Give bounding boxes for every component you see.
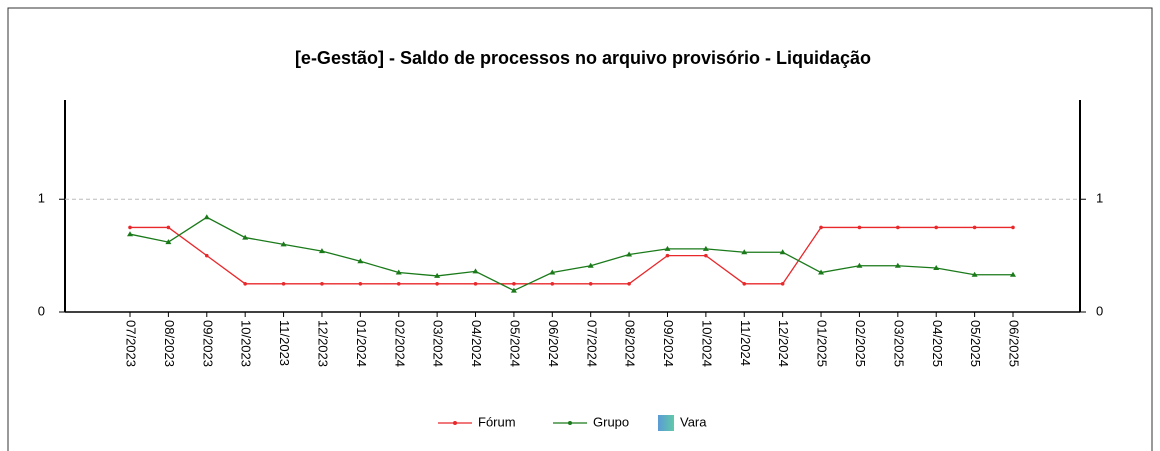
point [203, 214, 210, 220]
x-tick-label: 07/2023 [124, 320, 139, 367]
point [550, 282, 555, 286]
chart-title: [e-Gestão] - Saldo de processos no arqui… [295, 48, 871, 68]
point [741, 249, 748, 255]
series-line [129, 216, 1013, 292]
point [587, 262, 594, 268]
point [166, 225, 171, 230]
y-tick-label: 1 [38, 191, 45, 206]
point [704, 253, 708, 258]
x-tick-label: 04/2025 [930, 320, 945, 367]
point [588, 282, 593, 286]
point [896, 225, 900, 230]
point [818, 269, 825, 275]
point [435, 282, 439, 286]
x-tick-label: 11/2023 [277, 320, 292, 366]
point [395, 269, 402, 275]
point [473, 282, 478, 286]
point [512, 282, 516, 286]
y2-tick-label: 1 [1096, 191, 1103, 206]
point [702, 245, 709, 251]
point [204, 253, 209, 258]
x-tick-label: 12/2023 [316, 320, 331, 367]
series-line [130, 226, 1013, 285]
point [357, 258, 364, 264]
point [510, 287, 517, 293]
point [472, 268, 479, 274]
point [933, 265, 940, 271]
x-tick-label: 02/2024 [392, 320, 407, 367]
y-tick-label: 0 [38, 303, 45, 318]
point [856, 262, 863, 268]
x-tick-label: 10/2023 [239, 320, 254, 367]
point [434, 272, 441, 278]
x-tick-label: 11/2024 [738, 320, 753, 366]
legend-label: Fórum [478, 414, 516, 429]
x-tick-label: 04/2024 [469, 320, 484, 367]
point [320, 282, 324, 286]
point [318, 248, 325, 254]
x-tick-label: 06/2024 [546, 320, 561, 367]
x-tick-label: 09/2024 [661, 320, 676, 367]
x-tick-label: 10/2024 [699, 320, 714, 367]
x-tick-label: 02/2025 [853, 320, 868, 367]
point [243, 282, 247, 286]
point [779, 249, 786, 255]
point [857, 225, 862, 230]
x-tick-label: 01/2025 [815, 320, 830, 367]
frame [7, 7, 1153, 451]
x-tick-label: 12/2024 [776, 320, 791, 367]
x-tick-label: 03/2025 [891, 320, 906, 367]
point [664, 245, 671, 251]
point [242, 234, 249, 240]
point [128, 225, 132, 230]
point [358, 282, 363, 286]
point [127, 231, 133, 237]
x-tick-label: 06/2025 [1007, 320, 1022, 367]
legend-swatch [658, 415, 674, 431]
x-tick-label: 01/2024 [354, 320, 369, 367]
point [627, 282, 631, 286]
point [626, 251, 633, 257]
point [819, 225, 823, 230]
point [742, 282, 747, 286]
point [894, 262, 901, 268]
x-tick-label: 05/2025 [968, 320, 983, 367]
legend-label: Grupo [593, 414, 629, 429]
point [971, 271, 978, 277]
x-tick-label: 07/2024 [584, 320, 599, 367]
point [165, 239, 172, 245]
legend-marker [453, 421, 457, 425]
point [665, 253, 670, 258]
legend-marker [568, 421, 572, 425]
x-tick-label: 08/2024 [623, 320, 638, 367]
x-tick-label: 03/2024 [431, 320, 446, 367]
point [972, 225, 977, 230]
point [396, 282, 401, 286]
point [934, 225, 939, 230]
point [1011, 225, 1015, 230]
legend-label: Vara [680, 414, 707, 429]
point [549, 269, 556, 275]
x-tick-label: 09/2023 [200, 320, 215, 367]
point [1010, 271, 1016, 277]
point [780, 282, 785, 286]
point [281, 282, 286, 286]
point [280, 241, 287, 247]
y2-tick-label: 0 [1096, 303, 1103, 318]
x-tick-label: 08/2023 [162, 320, 177, 367]
x-tick-label: 05/2024 [507, 320, 522, 367]
